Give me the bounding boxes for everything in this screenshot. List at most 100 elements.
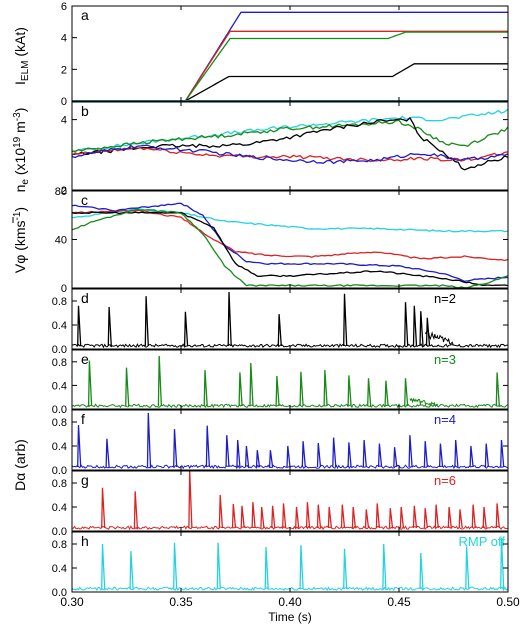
x-axis: 0.30 0.35 0.40 0.45 0.50 Time (s) bbox=[60, 595, 520, 624]
panel-letter-d: d bbox=[81, 290, 89, 306]
ylabel-dalpha: Dα (arb) bbox=[12, 439, 28, 491]
ytick-label-g: 0.4 bbox=[52, 502, 67, 514]
spike-n6 bbox=[305, 502, 311, 529]
spike-n3 bbox=[384, 380, 389, 407]
spike-n6 bbox=[231, 503, 237, 529]
burst-n2 bbox=[424, 329, 454, 345]
ylabel-density: ne (x1019 m-3) bbox=[12, 108, 31, 193]
spike-n6 bbox=[251, 502, 256, 529]
series-n6-a bbox=[72, 30, 508, 101]
panel-label-f: n=4 bbox=[434, 412, 456, 427]
ytick-label-h: 0.0 bbox=[52, 587, 67, 599]
ytick-label-a: 2 bbox=[61, 64, 67, 76]
spike-n3 bbox=[404, 378, 409, 407]
ytick-label-b: 4 bbox=[61, 115, 67, 127]
spike-n3 bbox=[495, 372, 500, 407]
spike-n6 bbox=[423, 508, 429, 529]
spike-n6 bbox=[133, 491, 139, 529]
series-n3-b bbox=[72, 119, 508, 152]
spike-n2 bbox=[404, 302, 409, 347]
spike-n3 bbox=[125, 367, 130, 407]
panel-letter-h: h bbox=[81, 533, 89, 549]
spike-n4 bbox=[438, 443, 444, 468]
spike-off bbox=[101, 543, 106, 590]
spike-n6 bbox=[340, 504, 346, 529]
spike-n3 bbox=[203, 370, 208, 407]
ytick-label-f: 0.4 bbox=[52, 441, 67, 453]
spike-n3 bbox=[238, 372, 243, 407]
spike-off bbox=[382, 543, 387, 590]
spike-n3 bbox=[347, 375, 352, 407]
spike-n4 bbox=[173, 429, 178, 468]
panel-e: e n=3 0.0 0.4 0.8 bbox=[52, 349, 509, 416]
series-n2-a bbox=[72, 63, 508, 101]
ytick-label-h: 0.8 bbox=[52, 539, 67, 551]
spike-n4 bbox=[286, 445, 291, 468]
spike-n6 bbox=[218, 494, 224, 529]
spike-n4 bbox=[316, 442, 322, 468]
spike-off bbox=[343, 548, 348, 590]
ytick-label-d: 0.4 bbox=[52, 320, 67, 332]
ytick-label-a: 0 bbox=[61, 96, 67, 108]
panel-label-g: n=6 bbox=[434, 473, 456, 488]
ylabel-velocity: Vφ (kms-1) bbox=[12, 207, 28, 273]
spike-n6 bbox=[271, 505, 276, 529]
spike-n4 bbox=[225, 435, 230, 468]
spike-n4 bbox=[362, 439, 367, 468]
spike-n4 bbox=[500, 439, 505, 468]
spike-n4 bbox=[105, 438, 110, 468]
spike-n4 bbox=[255, 450, 261, 468]
spike-n6 bbox=[388, 508, 394, 529]
xtick-label: 0.50 bbox=[496, 595, 520, 609]
plot-area-b bbox=[72, 108, 508, 171]
spike-n6 bbox=[101, 487, 106, 529]
ytick-label-c: 80 bbox=[55, 186, 67, 198]
panel-h: h RMP off 0.0 0.4 0.8 bbox=[52, 531, 509, 599]
ytick-label-a: 4 bbox=[61, 33, 67, 45]
panel-label-e: n=3 bbox=[434, 352, 456, 367]
plot-area-h bbox=[72, 537, 508, 592]
spike-n6 bbox=[316, 504, 322, 529]
spike-n4 bbox=[77, 424, 82, 468]
plot-area-c bbox=[72, 202, 508, 288]
series-n3-a bbox=[72, 31, 508, 101]
spike-n4 bbox=[244, 445, 250, 468]
panel-letter-c: c bbox=[81, 192, 88, 208]
ytick-label-g: 0.0 bbox=[52, 526, 67, 538]
panel-d: d n=2 0.0 0.4 0.8 bbox=[52, 288, 509, 356]
spike-n3 bbox=[367, 378, 372, 407]
spike-n4 bbox=[268, 450, 274, 468]
spike-n2 bbox=[183, 311, 189, 347]
burst-n3 bbox=[409, 397, 438, 407]
frame-a bbox=[71, 5, 509, 102]
spike-n6 bbox=[447, 506, 452, 529]
spike-n4 bbox=[377, 443, 383, 468]
spike-n2 bbox=[144, 296, 149, 347]
spike-n6 bbox=[495, 503, 500, 529]
spike-off bbox=[129, 551, 134, 590]
panel-letter-a: a bbox=[81, 7, 89, 23]
plot-area-a bbox=[72, 11, 508, 101]
spike-n6 bbox=[458, 509, 463, 529]
spike-n4 bbox=[146, 412, 152, 468]
spike-off bbox=[264, 546, 269, 590]
spike-n2 bbox=[425, 317, 431, 347]
frame-h bbox=[71, 531, 509, 593]
panel-b: b 2 4 bbox=[61, 101, 509, 197]
spike-n6 bbox=[351, 506, 357, 529]
spike-n4 bbox=[332, 437, 337, 468]
spike-n4 bbox=[393, 447, 398, 468]
panels: a 0 2 4 6 b 2 4 c 0 40 80 d n=2 0.0 0.4 0.8 e n=3 0.0 0.4 0.8… bbox=[52, 1, 509, 599]
panel-f: f n=4 0.0 0.4 0.8 bbox=[52, 409, 509, 477]
spike-n4 bbox=[454, 439, 459, 468]
spike-n6 bbox=[471, 504, 476, 529]
spike-n4 bbox=[484, 443, 490, 468]
y-axis-labels: IELM (kAt) ne (x1019 m-3) Vφ (kms-1) Dα … bbox=[12, 27, 31, 491]
ytick-label-h: 0.4 bbox=[52, 563, 67, 575]
ytick-label-e: 0.4 bbox=[52, 380, 67, 392]
panel-c: c 0 40 80 bbox=[55, 186, 509, 295]
panel-label-d: n=2 bbox=[434, 291, 456, 306]
spike-off bbox=[500, 537, 505, 590]
spike-n2 bbox=[227, 291, 232, 347]
